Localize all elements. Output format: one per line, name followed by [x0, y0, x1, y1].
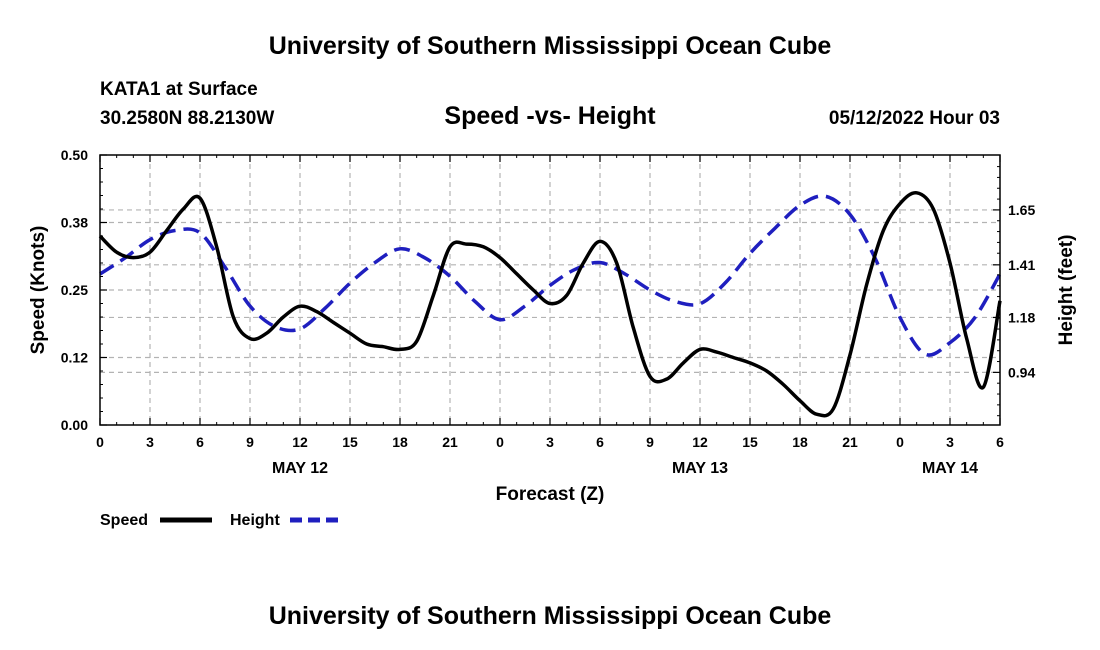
- series-line-speed: [98, 190, 1002, 418]
- y-tick-label-left: 0.12: [61, 350, 88, 366]
- x-tick-label: 18: [792, 434, 808, 450]
- x-tick-label: 21: [842, 434, 858, 450]
- x-tick-label: 3: [546, 434, 554, 450]
- y-tick-label-right: 1.65: [1008, 202, 1035, 218]
- x-tick-label: 15: [342, 434, 358, 450]
- series-layer: [98, 190, 1002, 418]
- axes: 0 3 6 9 12 15 18 21 0 3 6 9 12 15 18 21 0 3 6 MAY 12 MAY 13 M…: [61, 147, 1036, 477]
- date-label: MAY 12: [272, 460, 328, 477]
- y-tick-label-left: 0.25: [61, 282, 88, 298]
- y-axis-label-left: Speed (Knots): [28, 226, 49, 355]
- x-tick-label: 12: [292, 434, 308, 450]
- legend: Speed Height: [100, 512, 342, 529]
- legend-label-height: Height: [230, 512, 280, 529]
- date-label: MAY 13: [672, 460, 728, 477]
- y-tick-label-right: 1.41: [1008, 257, 1035, 273]
- y-tick-label-right: 0.94: [1008, 364, 1035, 380]
- series-line-height: [99, 194, 1002, 357]
- coords-label: 30.2580N 88.2130W: [100, 108, 274, 129]
- x-tick-label: 9: [246, 434, 254, 450]
- plot-title: Speed -vs- Height: [444, 102, 656, 130]
- y-tick-label-right: 1.18: [1008, 309, 1035, 325]
- x-tick-label: 6: [996, 434, 1004, 450]
- x-tick-label: 3: [946, 434, 954, 450]
- x-axis-label: Forecast (Z): [496, 484, 605, 505]
- x-tick-label: 6: [596, 434, 604, 450]
- x-tick-label: 9: [646, 434, 654, 450]
- x-tick-label: 0: [96, 434, 104, 450]
- y-tick-label-left: 0.38: [61, 215, 88, 231]
- page-title-top: University of Southern Mississippi Ocean…: [269, 32, 832, 60]
- y-tick-label-left: 0.50: [61, 147, 88, 163]
- x-tick-label: 18: [392, 434, 408, 450]
- y-tick-label-left: 0.00: [61, 417, 88, 433]
- x-tick-label: 12: [692, 434, 708, 450]
- station-label: KATA1 at Surface: [100, 79, 258, 100]
- x-tick-label: 3: [146, 434, 154, 450]
- x-tick-label: 0: [496, 434, 504, 450]
- y-axis-label-right: Height (feet): [1056, 235, 1077, 346]
- x-tick-label: 21: [442, 434, 458, 450]
- x-tick-label: 0: [896, 434, 904, 450]
- datetime-label: 05/12/2022 Hour 03: [829, 108, 1000, 129]
- legend-label-speed: Speed: [100, 512, 148, 529]
- page-title-bottom: University of Southern Mississippi Ocean…: [269, 602, 832, 630]
- x-tick-label: 6: [196, 434, 204, 450]
- date-label: MAY 14: [922, 460, 978, 477]
- x-tick-label: 15: [742, 434, 758, 450]
